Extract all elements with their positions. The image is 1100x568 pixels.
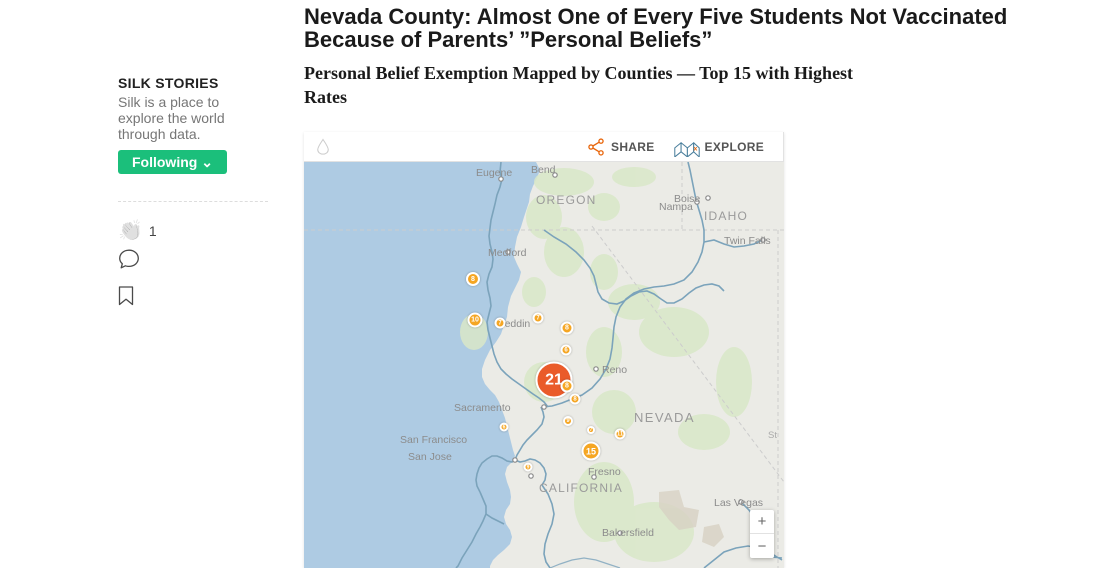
svg-text:Las Vegas: Las Vegas — [714, 497, 763, 509]
svg-text:Eugene: Eugene — [476, 167, 512, 179]
svg-text:San Francisco: San Francisco — [400, 434, 467, 446]
svg-text:San Jose: San Jose — [408, 451, 452, 463]
svg-text:CALIFORNIA: CALIFORNIA — [539, 481, 623, 495]
svg-text:Bend: Bend — [531, 164, 556, 176]
svg-text:Nampa: Nampa — [659, 201, 693, 213]
svg-text:OREGON: OREGON — [536, 193, 597, 207]
svg-text:Fresno: Fresno — [588, 466, 621, 478]
svg-text:x: x — [693, 145, 697, 152]
svg-text:Twin Falls: Twin Falls — [724, 235, 771, 247]
svg-text:Bakersfield: Bakersfield — [602, 527, 654, 539]
svg-text:Medford: Medford — [488, 247, 527, 259]
svg-text:St: St — [768, 430, 777, 441]
svg-text:Sacramento: Sacramento — [454, 402, 511, 414]
svg-text:Reno: Reno — [602, 364, 627, 376]
svg-text:IDAHO: IDAHO — [704, 209, 748, 223]
svg-text:NEVADA: NEVADA — [634, 410, 695, 425]
